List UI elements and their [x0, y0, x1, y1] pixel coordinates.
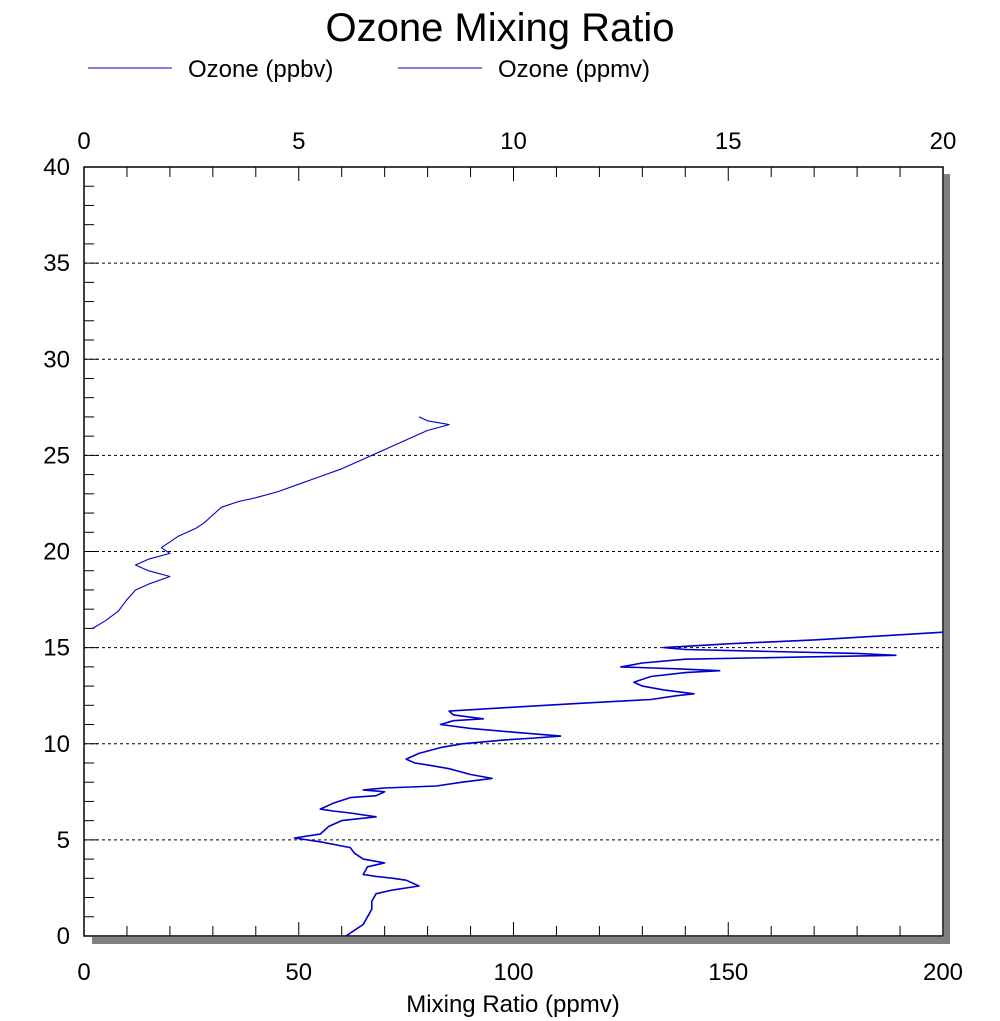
y-tick-label: 35 — [43, 250, 70, 277]
y-tick-label: 5 — [57, 827, 70, 854]
x-tick-label: 150 — [708, 959, 748, 986]
x-tick-label: 50 — [285, 959, 312, 986]
x-tick-label: 200 — [923, 959, 963, 986]
y-tick-label: 15 — [43, 635, 70, 662]
y-tick-label: 30 — [43, 346, 70, 373]
x-axis-title: Mixing Ratio (ppmv) — [406, 991, 619, 1018]
y-tick-label: 0 — [57, 923, 70, 950]
x-tick-label: 0 — [77, 959, 90, 986]
x2-tick-label: 5 — [292, 128, 305, 155]
x2-tick-label: 15 — [715, 128, 742, 155]
x2-tick-label: 10 — [500, 128, 527, 155]
y-tick-label: 40 — [43, 154, 70, 181]
gridlines — [84, 262, 943, 841]
plot-frame — [83, 166, 944, 937]
x-tick-label: 100 — [493, 959, 533, 986]
legend-label-ppmv: Ozone (ppmv) — [498, 56, 650, 83]
y-tick-label: 10 — [43, 731, 70, 758]
legend: Ozone (ppbv) Ozone (ppmv) — [88, 56, 650, 83]
chart-title: Ozone Mixing Ratio — [325, 6, 674, 50]
series-line-ppbv — [293, 631, 944, 937]
legend-label-ppbv: Ozone (ppbv) — [188, 56, 333, 83]
y-tick-label: 20 — [43, 539, 70, 566]
x2-tick-label: 0 — [77, 128, 90, 155]
series-line-ppmv — [92, 416, 450, 629]
plot-shadow-bottom — [92, 937, 950, 944]
plot-shadow-right — [944, 174, 950, 944]
tick-labels: 0 5 10 15 20 25 30 35 40 0 50 100 150 200 0 5 10 15 20 — [43, 128, 963, 986]
x2-tick-label: 20 — [930, 128, 957, 155]
y-tick-label: 25 — [43, 442, 70, 469]
data-series — [92, 416, 944, 937]
